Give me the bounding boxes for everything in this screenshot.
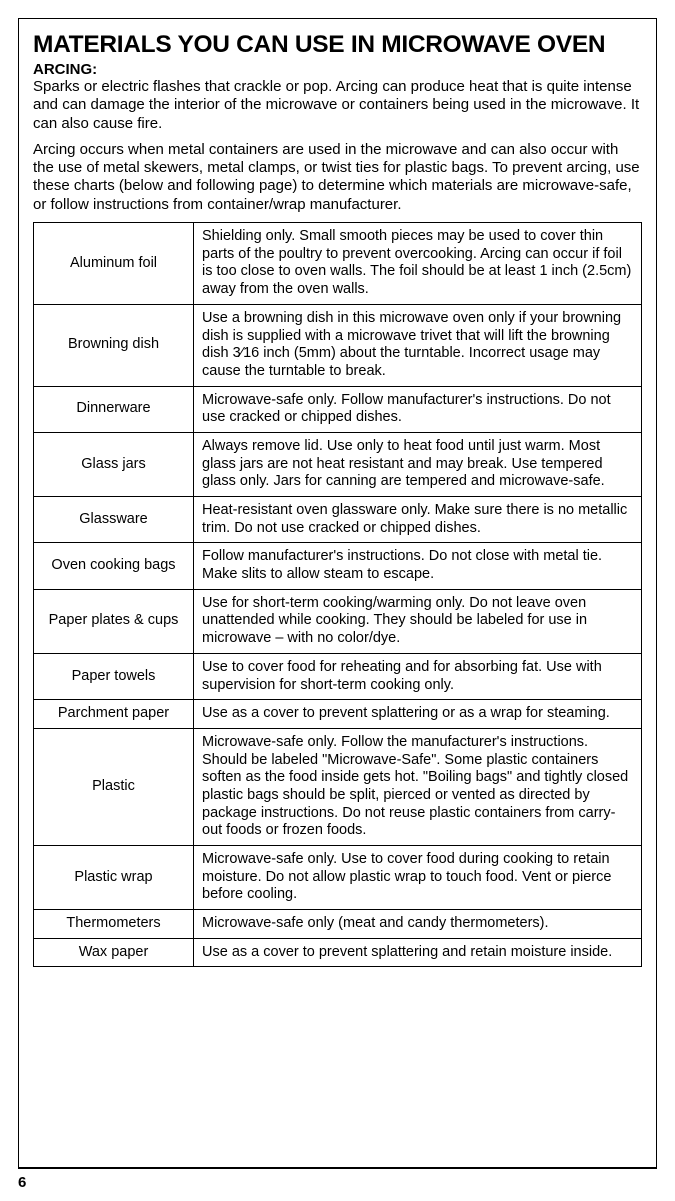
material-cell: Dinnerware [34,386,194,432]
description-cell: Heat-resistant oven glassware only. Make… [194,497,642,543]
description-cell: Microwave-safe only. Follow manufacturer… [194,386,642,432]
intro-paragraph-1: Sparks or electric flashes that crackle … [33,78,642,133]
material-cell: Thermometers [34,910,194,939]
material-cell: Plastic wrap [34,846,194,910]
table-row: Parchment paperUse as a cover to prevent… [34,700,642,729]
description-cell: Microwave-safe only. Use to cover food d… [194,846,642,910]
material-cell: Oven cooking bags [34,543,194,589]
material-cell: Browning dish [34,304,194,386]
description-cell: Use a browning dish in this microwave ov… [194,304,642,386]
description-cell: Use as a cover to prevent splattering an… [194,938,642,967]
page-number: 6 [18,1174,26,1191]
description-cell: Microwave-safe only. Follow the manufact… [194,728,642,845]
table-row: GlasswareHeat-resistant oven glassware o… [34,497,642,543]
description-cell: Always remove lid. Use only to heat food… [194,432,642,496]
table-row: PlasticMicrowave-safe only. Follow the m… [34,728,642,845]
description-cell: Microwave-safe only (meat and candy ther… [194,910,642,939]
material-cell: Wax paper [34,938,194,967]
description-cell: Use to cover food for reheating and for … [194,653,642,699]
intro-paragraph-2: Arcing occurs when metal containers are … [33,141,642,214]
table-row: Browning dishUse a browning dish in this… [34,304,642,386]
table-row: Plastic wrapMicrowave-safe only. Use to … [34,846,642,910]
table-row: Wax paperUse as a cover to prevent splat… [34,938,642,967]
description-cell: Follow manufacturer's instructions. Do n… [194,543,642,589]
table-row: ThermometersMicrowave-safe only (meat an… [34,910,642,939]
material-cell: Paper towels [34,653,194,699]
material-cell: Paper plates & cups [34,589,194,653]
material-cell: Glass jars [34,432,194,496]
footer-rule [18,1168,657,1169]
page-frame: MATERIALS YOU CAN USE IN MICROWAVE OVEN … [18,18,657,1168]
material-cell: Parchment paper [34,700,194,729]
description-cell: Use for short-term cooking/warming only.… [194,589,642,653]
table-row: Paper towelsUse to cover food for reheat… [34,653,642,699]
description-cell: Use as a cover to prevent splattering or… [194,700,642,729]
arcing-subheading: ARCING: [33,61,642,78]
table-row: Glass jarsAlways remove lid. Use only to… [34,432,642,496]
table-row: Oven cooking bagsFollow manufacturer's i… [34,543,642,589]
material-cell: Glassware [34,497,194,543]
material-cell: Plastic [34,728,194,845]
description-cell: Shielding only. Small smooth pieces may … [194,223,642,305]
table-row: Aluminum foilShielding only. Small smoot… [34,223,642,305]
table-row: Paper plates & cupsUse for short-term co… [34,589,642,653]
materials-table: Aluminum foilShielding only. Small smoot… [33,222,642,967]
table-row: DinnerwareMicrowave-safe only. Follow ma… [34,386,642,432]
page-title: MATERIALS YOU CAN USE IN MICROWAVE OVEN [33,31,642,59]
material-cell: Aluminum foil [34,223,194,305]
